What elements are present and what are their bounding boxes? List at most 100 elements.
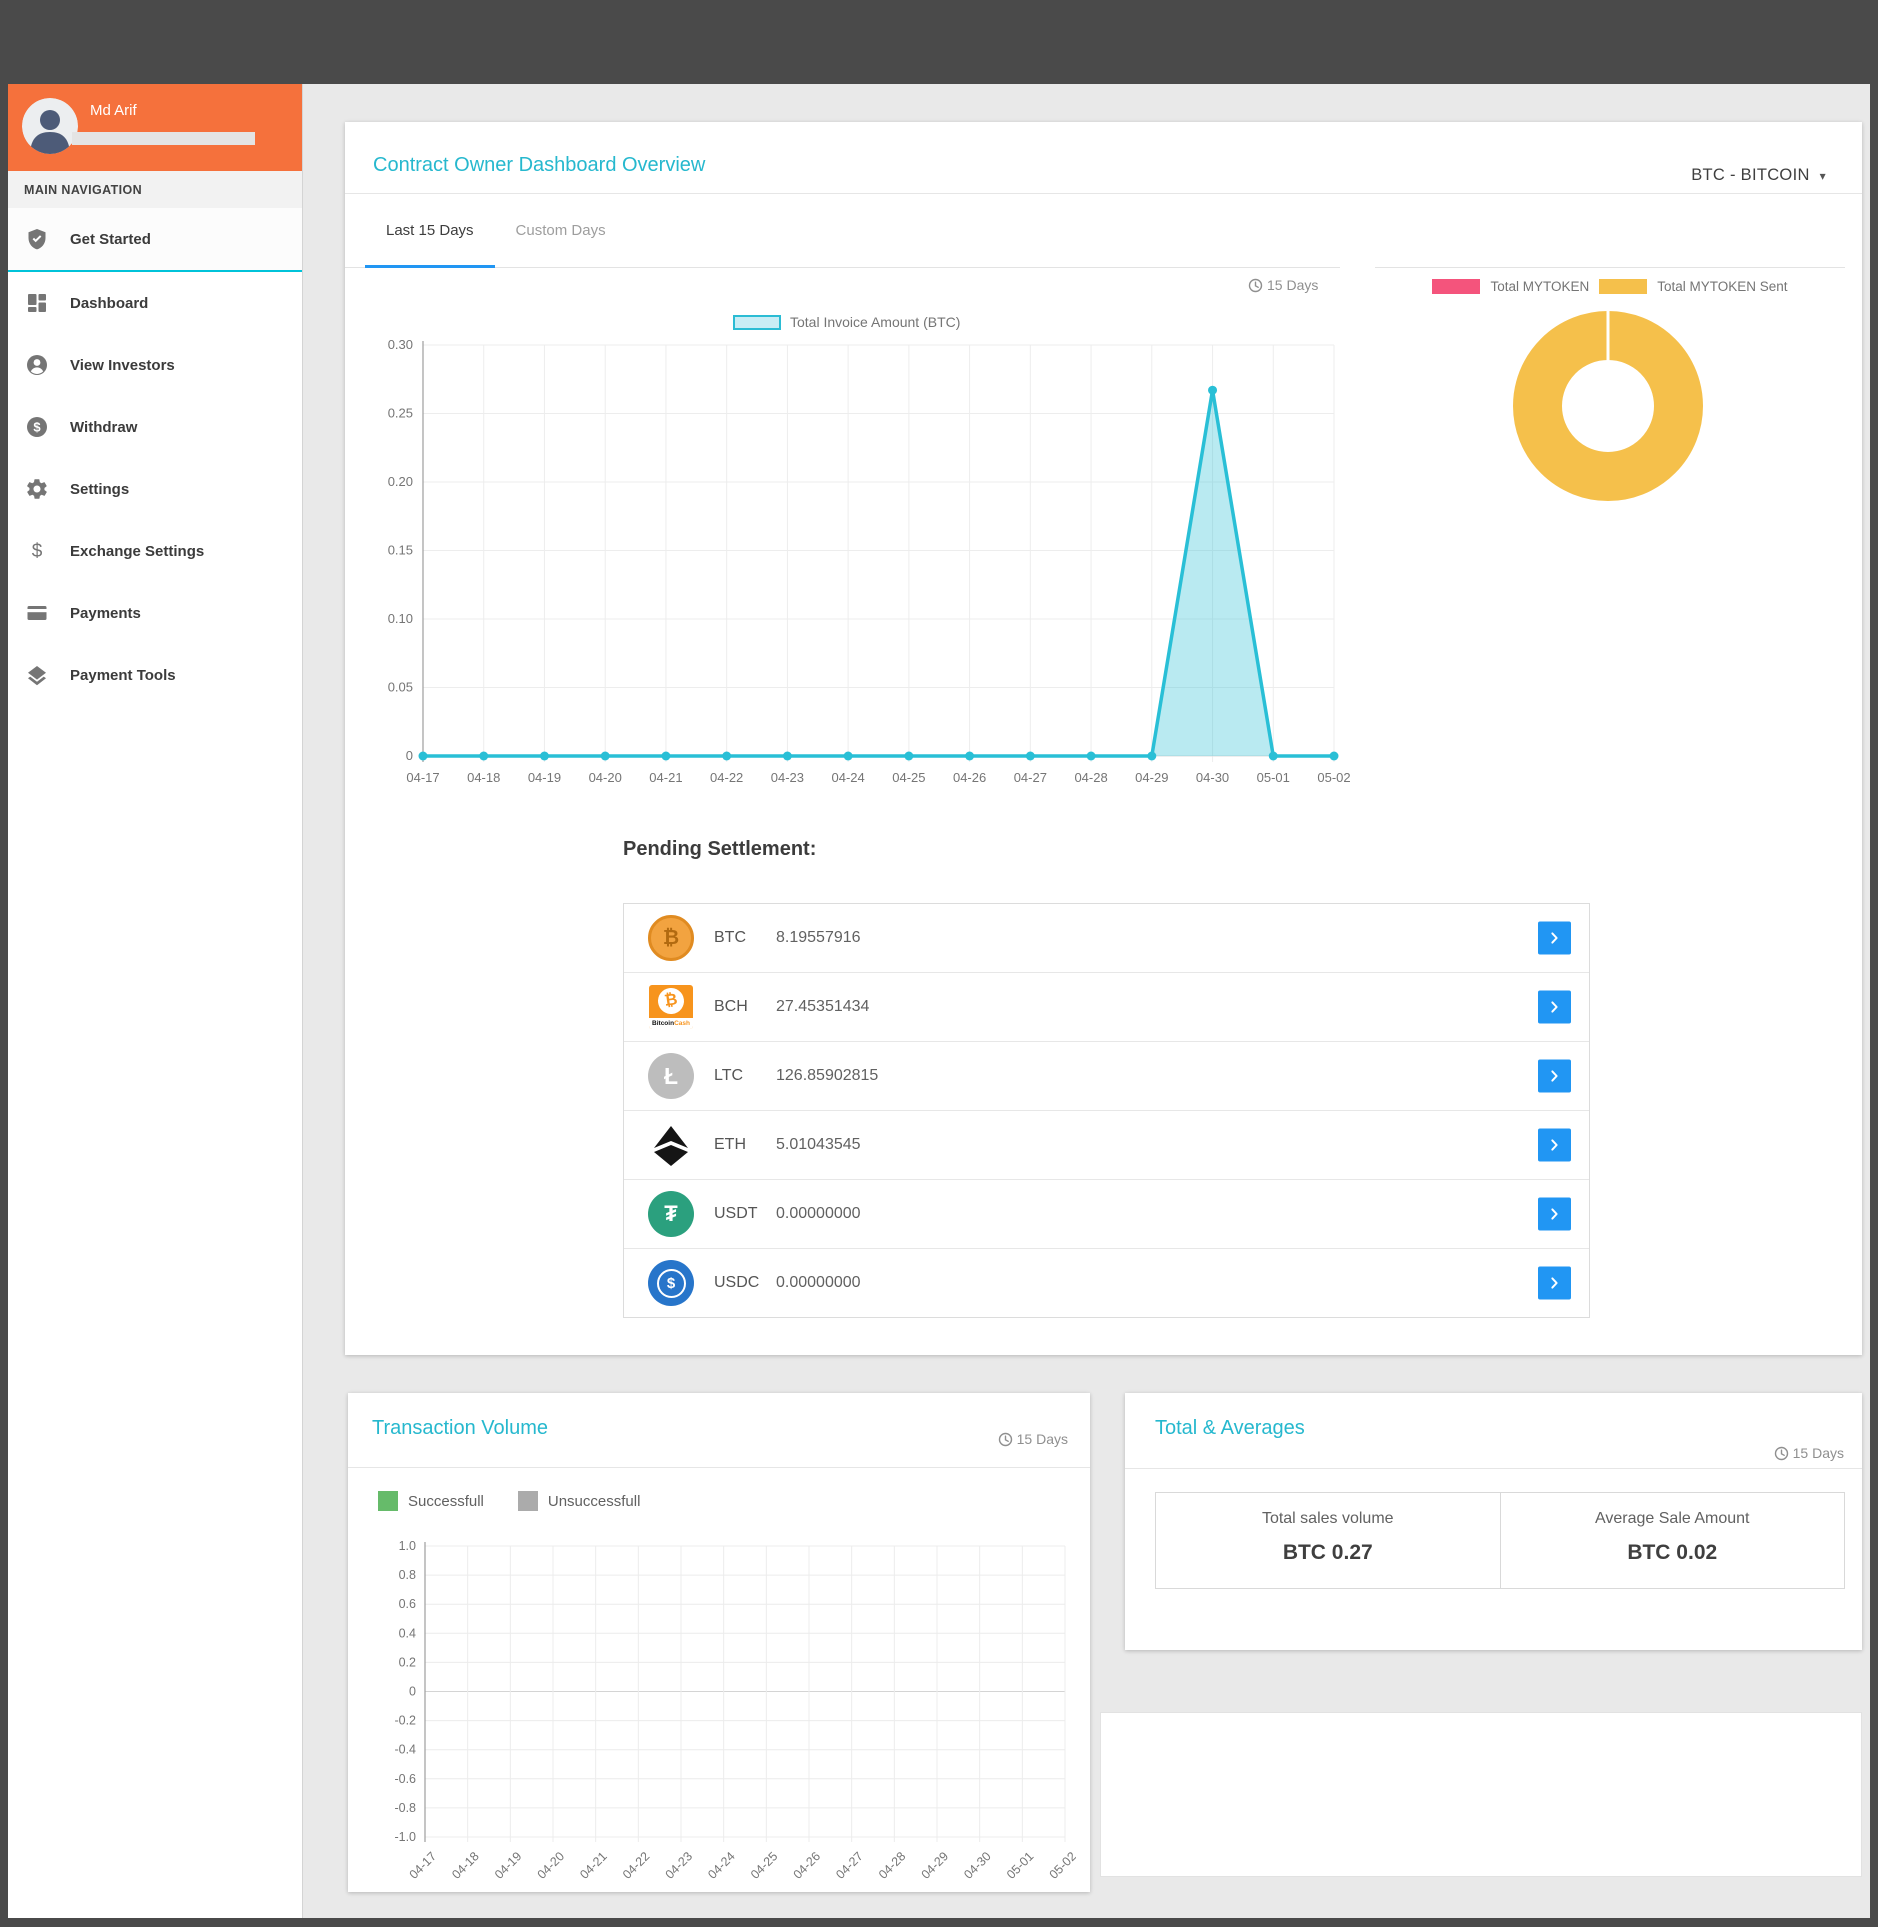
settlement-row-usdc: $ USDC 0.00000000 [624, 1249, 1589, 1317]
coin-symbol: USDC [714, 1274, 760, 1291]
totals-title: Total & Averages [1155, 1417, 1305, 1439]
clock-icon [1248, 278, 1263, 292]
x-tick-label: 04-27 [1014, 770, 1047, 785]
y-tick-label: 0.6 [399, 1597, 416, 1611]
ethereum-icon [648, 1122, 694, 1168]
pending-settlement-heading: Pending Settlement: [623, 838, 817, 860]
x-tick-label: 05-01 [1004, 1849, 1037, 1882]
x-tick-label: 04-24 [705, 1849, 738, 1882]
settlement-detail-button[interactable] [1538, 1059, 1571, 1093]
x-tick-label: 04-20 [589, 770, 622, 785]
x-tick-label: 04-23 [771, 770, 804, 785]
volume-legend: Successfull Unsuccessfull [378, 1491, 640, 1511]
x-tick-label: 04-18 [449, 1849, 482, 1882]
x-tick-label: 04-28 [1074, 770, 1107, 785]
sidebar-item-label: Exchange Settings [70, 542, 205, 560]
settlement-detail-button[interactable] [1538, 1128, 1571, 1162]
coin-symbol: BCH [714, 998, 748, 1015]
bitcoin-cash-icon: ₿ Bitcoin Cash [648, 984, 694, 1030]
mytoken-donut-panel: Total MYTOKEN Total MYTOKEN Sent [1375, 267, 1845, 523]
y-tick-label: -0.2 [394, 1714, 416, 1728]
credit-card-icon [24, 600, 50, 626]
x-tick-label: 04-17 [406, 770, 439, 785]
y-tick-label: 0 [409, 1685, 416, 1699]
sidebar: Md Arif MAIN NAVIGATION Get Started [8, 84, 303, 1918]
transaction-volume-chart: 1.0 0.8 0.6 0.4 0.2 0 -0.2 -0.4 -0.6 -0.8 -1.0 04-1… [394, 1539, 1076, 1882]
x-tick-label: 04-27 [833, 1849, 866, 1882]
settlement-row-eth: ETH 5.01043545 [624, 1111, 1589, 1180]
clock-icon [1774, 1446, 1788, 1460]
y-tick-label: 0.4 [399, 1626, 416, 1640]
coin-amount: 8.19557916 [776, 929, 861, 946]
tab-last-15-days[interactable]: Last 15 Days [365, 193, 495, 268]
top-bar [0, 0, 1878, 84]
sidebar-item-get-started[interactable]: Get Started [8, 208, 302, 272]
y-tick-label: -0.8 [394, 1801, 416, 1815]
sidebar-item-payment-tools[interactable]: Payment Tools [8, 644, 302, 706]
invoice-amount-chart: 04-17 04-18 04-19 04-20 04-21 04-22 04-23 04-24… [388, 337, 1351, 785]
usd-coin-icon: $ [648, 1260, 694, 1306]
sidebar-item-exchange-settings[interactable]: $ Exchange Settings [8, 520, 302, 582]
clock-icon [998, 1432, 1012, 1446]
chevron-right-icon [1551, 1139, 1558, 1151]
coin-amount: 27.45351434 [776, 998, 870, 1015]
x-tick-label: 04-21 [577, 1849, 610, 1882]
totals-table: Total sales volume BTC 0.27 Average Sale… [1155, 1492, 1845, 1589]
y-tick-label: -0.4 [394, 1743, 416, 1757]
y-tick-label: 0 [406, 748, 413, 763]
x-tick-label: 04-25 [892, 770, 925, 785]
header-divider [345, 193, 1862, 194]
settlement-detail-button[interactable] [1538, 921, 1571, 955]
sidebar-nav: Get Started Dashboard [8, 208, 302, 706]
y-tick-label: 0.15 [388, 543, 413, 558]
x-tick-label: 05-02 [1047, 1849, 1076, 1882]
dollar-icon: $ [24, 538, 50, 564]
coin-amount: 126.85902815 [776, 1067, 879, 1084]
legend-label: Unsuccessfull [547, 1492, 641, 1510]
settlement-detail-button[interactable] [1538, 1197, 1571, 1231]
currency-selector[interactable]: BTC - BITCOIN ▾ [1691, 166, 1826, 185]
y-tick-label: 1.0 [399, 1539, 416, 1553]
app-background: Md Arif MAIN NAVIGATION Get Started [8, 84, 1870, 1918]
sidebar-item-settings[interactable]: Settings [8, 458, 302, 520]
sidebar-item-withdraw[interactable]: $ Withdraw [8, 396, 302, 458]
y-tick-label: 0.30 [388, 337, 413, 352]
x-tick-label: 04-19 [528, 770, 561, 785]
x-tick-label: 04-17 [407, 1849, 440, 1882]
tether-icon: ₮ [648, 1191, 694, 1237]
coin-symbol: LTC [714, 1067, 744, 1084]
sidebar-item-view-investors[interactable]: View Investors [8, 334, 302, 396]
chevron-right-icon [1551, 1001, 1558, 1013]
y-tick-label: 0.20 [388, 474, 413, 489]
sidebar-item-label: Get Started [70, 230, 151, 248]
coin-amount: 0.00000000 [776, 1205, 861, 1222]
x-tick-label: 04-28 [876, 1849, 909, 1882]
gear-icon [24, 476, 50, 502]
sidebar-item-dashboard[interactable]: Dashboard [8, 272, 302, 334]
total-sales-volume-label: Total sales volume [1261, 1510, 1394, 1527]
dashboard-grid-icon [24, 290, 50, 316]
layers-icon [24, 662, 50, 688]
legend-swatch [733, 314, 781, 330]
avatar [22, 98, 78, 154]
sidebar-item-label: View Investors [70, 356, 175, 374]
svg-text:$: $ [32, 541, 43, 562]
transaction-volume-title: Transaction Volume [372, 1417, 549, 1439]
settlement-detail-button[interactable] [1538, 990, 1571, 1024]
y-tick-label: 0.05 [388, 680, 413, 695]
tab-custom-days[interactable]: Custom Days [515, 221, 606, 239]
pending-settlement-list: ₿ BTC 8.19557916 ₿ Bitcoin Cash BCH 27.453… [623, 903, 1590, 1318]
header-divider [348, 1467, 1090, 1468]
legend-label: Total Invoice Amount (BTC) [790, 314, 961, 330]
sidebar-item-payments[interactable]: Payments [8, 582, 302, 644]
empty-panel [1100, 1712, 1862, 1877]
legend-swatch-unsuccessfull [517, 1491, 538, 1511]
chevron-right-icon [1551, 932, 1558, 944]
chart-period-badge: 15 Days [1248, 277, 1318, 293]
tab-bar: Last 15 Days Custom Days [345, 193, 1340, 268]
settlement-detail-button[interactable] [1538, 1266, 1571, 1300]
x-tick-label: 04-22 [710, 770, 743, 785]
sidebar-user-panel: Md Arif [8, 84, 302, 171]
x-tick-label: 04-30 [961, 1849, 994, 1882]
